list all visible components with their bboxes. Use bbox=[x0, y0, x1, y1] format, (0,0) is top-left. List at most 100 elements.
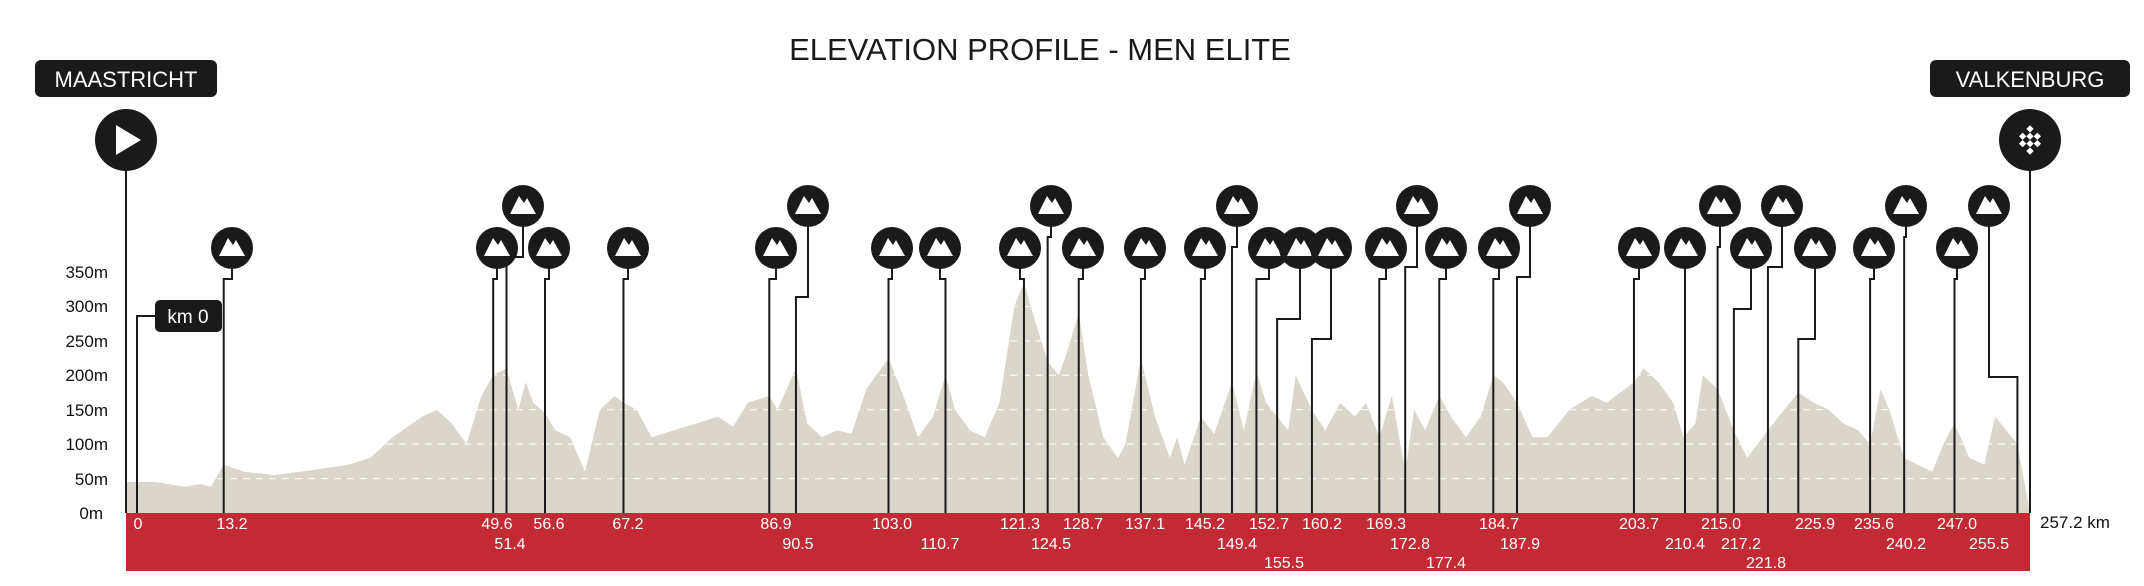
climb-marker bbox=[211, 227, 253, 513]
checker-cell bbox=[2030, 136, 2038, 144]
x-tick-label: 149.4 bbox=[1217, 536, 1257, 553]
x-tick-label: 128.7 bbox=[1063, 516, 1103, 533]
mountain-glyph bbox=[1256, 238, 1282, 256]
x-tick-label: 86.9 bbox=[760, 516, 791, 533]
climb-marker bbox=[1425, 227, 1467, 513]
mountain-glyph bbox=[1861, 238, 1887, 256]
start-label: MAASTRICHT bbox=[55, 67, 198, 92]
mountain-glyph bbox=[1433, 238, 1459, 256]
climb-marker bbox=[1794, 227, 1836, 513]
x-tick-label: 172.8 bbox=[1390, 536, 1430, 553]
mountain-glyph bbox=[1976, 196, 2002, 214]
climb-marker bbox=[1310, 227, 1352, 513]
x-tick-label: 177.4 bbox=[1426, 555, 1466, 572]
mountain-glyph bbox=[1707, 196, 1733, 214]
climb-marker bbox=[1730, 227, 1772, 513]
x-tick-label: 210.4 bbox=[1665, 536, 1705, 553]
climb-marker bbox=[1853, 227, 1895, 513]
finish-marker: VALKENBURG bbox=[1930, 60, 2130, 513]
checkered-flag-icon bbox=[1999, 109, 2061, 171]
climb-marker bbox=[1365, 227, 1407, 513]
x-tick-label: 160.2 bbox=[1302, 516, 1342, 533]
km0-box bbox=[155, 300, 222, 332]
climb-marker bbox=[1968, 185, 2019, 513]
x-tick-label: 155.5 bbox=[1264, 555, 1304, 572]
climb-marker bbox=[1030, 185, 1072, 513]
start-box bbox=[35, 60, 217, 97]
checker-cell bbox=[2022, 128, 2030, 137]
x-tick-label: 152.7 bbox=[1249, 516, 1289, 533]
climb-pole bbox=[1310, 248, 1332, 513]
x-tick-label: 221.8 bbox=[1746, 555, 1786, 572]
climb-marker bbox=[919, 227, 961, 513]
y-tick-label: 350m bbox=[65, 263, 108, 282]
checker-cell bbox=[2022, 143, 2030, 152]
y-tick-label: 150m bbox=[65, 401, 108, 420]
x-tick-label: 203.7 bbox=[1619, 516, 1659, 533]
x-tick-label: 49.6 bbox=[481, 516, 512, 533]
climb-marker bbox=[1664, 227, 1706, 513]
mountain-glyph bbox=[1192, 238, 1218, 256]
climb-marker bbox=[1184, 227, 1226, 513]
climb-marker bbox=[1276, 227, 1321, 513]
mountain-glyph bbox=[1802, 238, 1828, 256]
end-km-label: 257.2 km bbox=[2040, 513, 2110, 532]
climb-pole bbox=[1988, 206, 2019, 513]
x-tick-label: 145.2 bbox=[1185, 516, 1225, 533]
climb-marker bbox=[1124, 227, 1166, 513]
climb-pole bbox=[1766, 206, 1783, 513]
x-tick-label: 90.5 bbox=[782, 536, 813, 553]
x-tick-label: 217.2 bbox=[1721, 536, 1761, 553]
mountain-glyph bbox=[484, 238, 510, 256]
x-tick-label: 67.2 bbox=[612, 516, 643, 533]
mountain-glyph bbox=[510, 196, 536, 214]
mountain-glyph bbox=[219, 238, 245, 256]
mountain-glyph bbox=[795, 196, 821, 214]
climb-marker bbox=[755, 227, 797, 513]
mountain-glyph bbox=[1404, 196, 1430, 214]
y-tick-label: 250m bbox=[65, 332, 108, 351]
x-tick-label: 215.0 bbox=[1701, 516, 1741, 533]
climb-markers bbox=[211, 185, 2019, 513]
start-marker: MAASTRICHT bbox=[35, 60, 217, 513]
mountain-glyph bbox=[1038, 196, 1064, 214]
climb-pole bbox=[1515, 206, 1531, 513]
climb-pole bbox=[1404, 206, 1418, 513]
distance-band bbox=[126, 513, 2030, 571]
x-tick-label: 56.6 bbox=[533, 516, 564, 533]
climb-marker bbox=[502, 185, 544, 513]
climb-marker bbox=[1396, 185, 1438, 513]
mountain-glyph bbox=[763, 238, 789, 256]
finish-box bbox=[1930, 60, 2130, 97]
climb-pole bbox=[1276, 248, 1301, 513]
y-tick-label: 100m bbox=[65, 435, 108, 454]
x-tick-label: 240.2 bbox=[1886, 536, 1926, 553]
climb-pole bbox=[1732, 248, 1752, 513]
mountain-glyph bbox=[1007, 238, 1033, 256]
x-tick-label: 255.5 bbox=[1969, 536, 2009, 553]
x-tick-label: 51.4 bbox=[494, 536, 525, 553]
mountain-glyph bbox=[1769, 196, 1795, 214]
mountain-glyph bbox=[1893, 196, 1919, 214]
mountain-glyph bbox=[536, 238, 562, 256]
mountain-glyph bbox=[1672, 238, 1698, 256]
climb-pole bbox=[505, 206, 524, 513]
x-tick-label: 225.9 bbox=[1795, 516, 1835, 533]
mountain-glyph bbox=[1373, 238, 1399, 256]
climb-marker bbox=[1761, 185, 1803, 513]
climb-marker bbox=[787, 185, 829, 513]
mountain-glyph bbox=[927, 238, 953, 256]
x-tick-label: 169.3 bbox=[1366, 516, 1406, 533]
mountain-glyph bbox=[1517, 196, 1543, 214]
x-tick-label: 103.0 bbox=[872, 516, 912, 533]
climb-marker bbox=[528, 227, 570, 513]
x-tick-label: 137.1 bbox=[1125, 516, 1165, 533]
climb-marker bbox=[1062, 227, 1104, 513]
checker-cell bbox=[2030, 143, 2038, 152]
x-tick-label: 247.0 bbox=[1937, 516, 1977, 533]
y-tick-label: 0m bbox=[79, 504, 103, 523]
x-tick-label: 110.7 bbox=[921, 536, 960, 553]
climb-marker bbox=[1478, 227, 1520, 513]
climb-marker bbox=[1618, 227, 1660, 513]
